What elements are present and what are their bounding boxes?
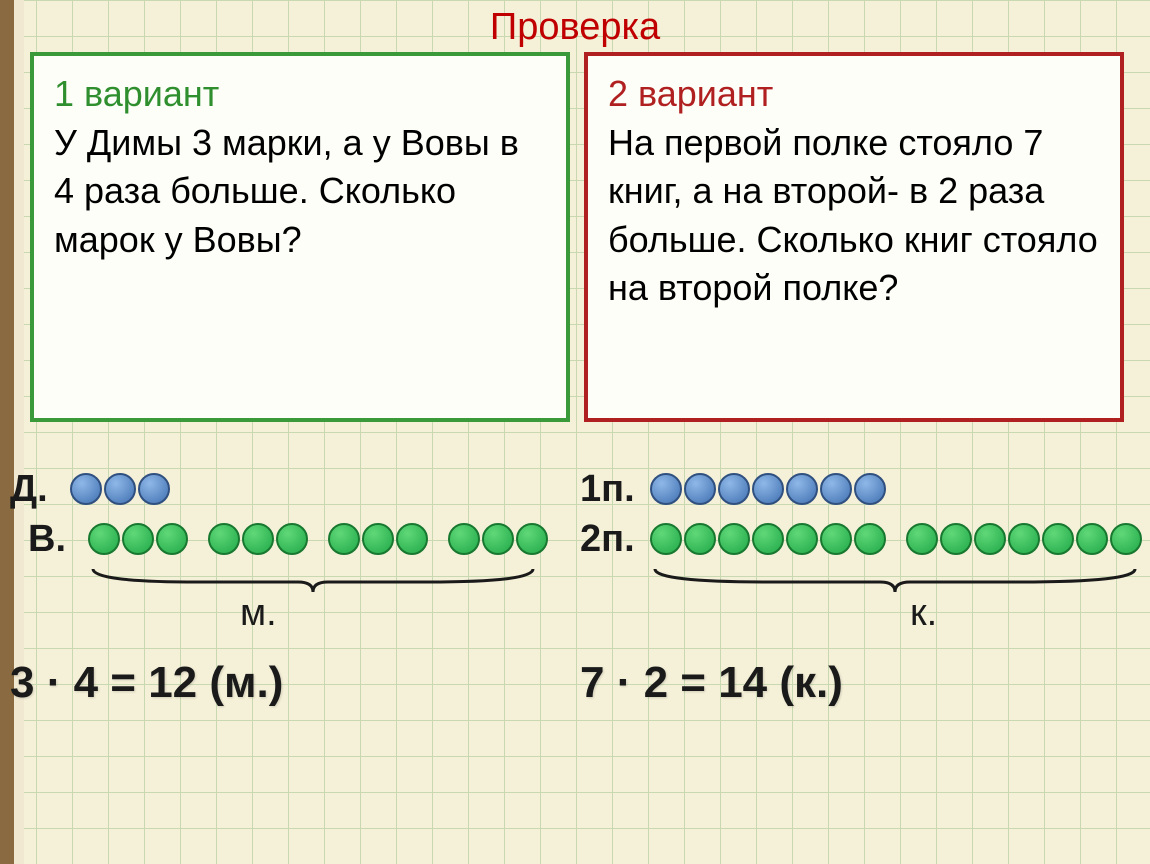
variant-1-diagram: Д. В. xyxy=(10,464,570,854)
row-label-2p: 2п. xyxy=(580,518,650,561)
unit-label-k: к. xyxy=(910,592,937,635)
counter-dot xyxy=(786,523,818,555)
curly-brace xyxy=(650,564,1140,594)
variant-1-heading: 1 вариант xyxy=(54,70,546,119)
variant-1-card: 1 вариант У Димы 3 марки, а у Вовы в 4 р… xyxy=(30,52,570,422)
counter-dot xyxy=(1042,523,1074,555)
row-label-1p: 1п. xyxy=(580,468,650,511)
page-title: Проверка xyxy=(0,6,1150,49)
counter-dot xyxy=(516,523,548,555)
counter-dot xyxy=(940,523,972,555)
counter-dot xyxy=(138,473,170,505)
counter-dot xyxy=(718,523,750,555)
dot-group xyxy=(650,473,886,505)
counter-dot xyxy=(362,523,394,555)
counter-dot xyxy=(718,473,750,505)
counter-dot xyxy=(820,473,852,505)
counter-dot xyxy=(820,523,852,555)
brace-wrap: м. xyxy=(10,564,570,598)
counter-dot xyxy=(328,523,360,555)
dot-group xyxy=(70,473,170,505)
diagram-row: В. xyxy=(28,514,570,564)
row-label-v: В. xyxy=(28,518,88,561)
equation-2: 7 · 2 = 14 (к.) xyxy=(580,658,1140,708)
counter-dot xyxy=(1110,523,1142,555)
counter-dot xyxy=(854,473,886,505)
counter-dot xyxy=(684,523,716,555)
dot-group xyxy=(650,523,1142,555)
counter-dot xyxy=(1076,523,1108,555)
variant-1-problem: У Димы 3 марки, а у Вовы в 4 раза больше… xyxy=(54,119,546,265)
counter-dot xyxy=(122,523,154,555)
counter-dot xyxy=(156,523,188,555)
variant-2-card: 2 вариант На первой полке стояло 7 книг,… xyxy=(584,52,1124,422)
counter-dot xyxy=(448,523,480,555)
row-label-d: Д. xyxy=(10,468,70,511)
brace-wrap: к. xyxy=(580,564,1140,598)
counter-dot xyxy=(104,473,136,505)
counter-dot xyxy=(650,523,682,555)
variant-2-heading: 2 вариант xyxy=(608,70,1100,119)
counter-dot xyxy=(684,473,716,505)
equation-1: 3 · 4 = 12 (м.) xyxy=(10,658,570,708)
counter-dot xyxy=(752,473,784,505)
counter-dot xyxy=(974,523,1006,555)
unit-label-m: м. xyxy=(240,592,277,635)
counter-dot xyxy=(208,523,240,555)
counter-dot xyxy=(1008,523,1040,555)
counter-dot xyxy=(88,523,120,555)
variant-2-diagram: 1п. 2п. xyxy=(580,464,1140,854)
counter-dot xyxy=(70,473,102,505)
curly-brace xyxy=(88,564,538,594)
counter-dot xyxy=(276,523,308,555)
diagram-row: Д. xyxy=(10,464,570,514)
counter-dot xyxy=(242,523,274,555)
diagram-row: 1п. xyxy=(580,464,1140,514)
counter-dot xyxy=(906,523,938,555)
variant-2-problem: На первой полке стояло 7 книг, а на втор… xyxy=(608,119,1100,313)
counter-dot xyxy=(786,473,818,505)
counter-dot xyxy=(752,523,784,555)
diagram-row: 2п. xyxy=(580,514,1140,564)
counter-dot xyxy=(396,523,428,555)
counter-dot xyxy=(854,523,886,555)
diagram-area: Д. В. xyxy=(10,464,1140,854)
counter-dot xyxy=(650,473,682,505)
counter-dot xyxy=(482,523,514,555)
dot-group xyxy=(88,523,548,555)
